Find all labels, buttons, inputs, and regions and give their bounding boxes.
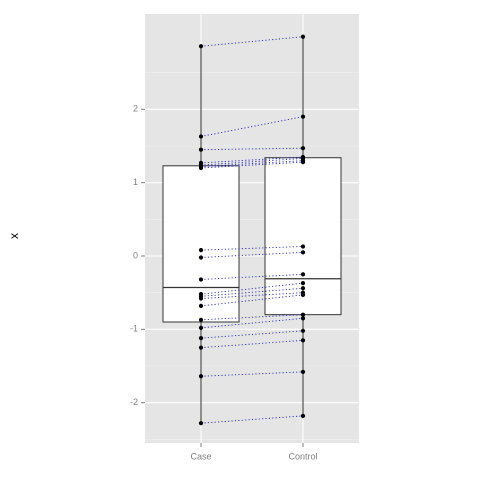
point-control [300,369,306,374]
x-tick-label: Case [190,451,211,461]
point-case [198,255,204,260]
point-control [300,312,306,317]
point-control [300,244,306,249]
point-control [300,272,306,277]
point-control [300,250,306,255]
y-tick-label: 2 [133,104,138,114]
pair-line [200,282,304,295]
pair-line [200,158,304,166]
pair-line [200,36,304,47]
pair-line [200,156,304,164]
point-case [198,421,204,426]
pair-lines [200,36,304,424]
pair-line [200,415,304,424]
pair-line [200,161,304,169]
y-tick-label: 0 [133,250,138,260]
x-tick-label: Control [288,451,317,461]
point-control [300,292,306,297]
pair-line [200,314,304,321]
point-control [300,34,306,39]
point-case [198,134,204,139]
point-control [300,286,306,291]
point-case [198,44,204,49]
point-case [198,296,204,301]
points [198,34,306,426]
y-axis-title: x [7,233,21,239]
point-case [198,336,204,341]
point-case [198,165,204,171]
pair-line [200,292,304,299]
point-control [300,146,306,151]
y-tick-label: -1 [130,324,138,334]
pair-line [200,294,304,307]
whiskers [200,36,304,424]
pair-line [200,371,304,377]
pair-line [200,273,304,280]
point-case [198,147,204,152]
pair-line [200,160,304,167]
point-control [300,413,306,418]
point-case [198,303,204,308]
pair-line [200,246,304,251]
pair-line [200,116,304,137]
pair-line [200,317,304,329]
point-control [300,281,306,286]
pair-line [200,339,304,349]
point-case [198,317,204,322]
point-control [300,328,306,333]
point-case [198,277,204,282]
point-case [198,325,204,330]
point-control [300,114,306,119]
point-case [198,345,204,350]
point-control [300,316,306,321]
y-tick-label: -2 [130,397,138,407]
point-case [198,248,204,253]
point-control [300,338,306,343]
y-tick-label: 1 [133,177,138,187]
pair-line [200,251,304,258]
pair-line [200,287,304,297]
y-axis-ticks: -2 -1 0 1 2 [130,104,145,407]
pair-line [200,330,304,339]
point-case [198,374,204,379]
point-control [300,160,306,165]
x-axis-ticks: Case Control [190,443,318,461]
pair-line [200,147,304,151]
